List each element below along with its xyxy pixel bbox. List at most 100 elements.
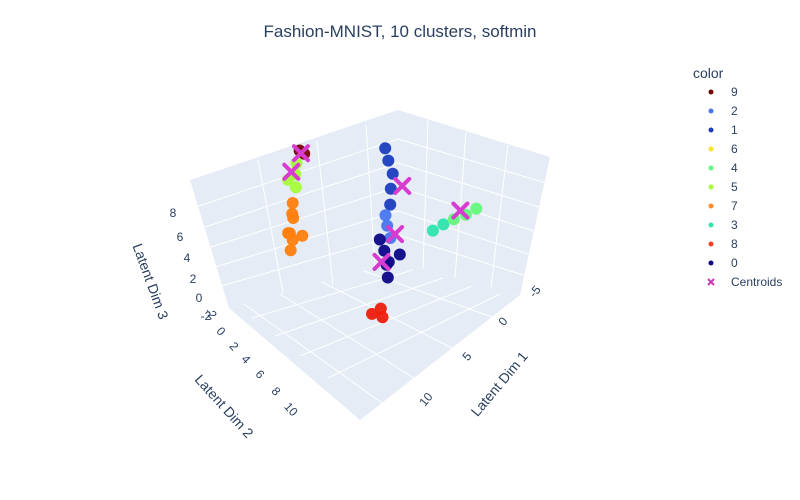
legend-item[interactable]: 5 bbox=[708, 180, 739, 194]
y-tick-label: 2 bbox=[227, 339, 242, 354]
data-point bbox=[470, 202, 483, 215]
legend-symbol bbox=[708, 146, 714, 152]
legend-symbol bbox=[708, 241, 714, 247]
z-tick-label: 6 bbox=[177, 230, 184, 244]
grid-line bbox=[397, 138, 547, 184]
grid-line bbox=[274, 277, 444, 337]
data-point bbox=[379, 209, 392, 222]
y-tick-label: 8 bbox=[269, 384, 284, 399]
centroid-marker bbox=[393, 176, 412, 195]
scene-3d[interactable] bbox=[190, 110, 550, 420]
legend-label: 4 bbox=[731, 161, 738, 175]
y-tick-label: 6 bbox=[253, 367, 268, 382]
grid-line bbox=[198, 162, 399, 230]
z-tick-label: 0 bbox=[196, 291, 203, 305]
data-point bbox=[286, 197, 299, 209]
data-point bbox=[296, 229, 309, 242]
data-point bbox=[286, 207, 299, 220]
grid-line bbox=[490, 144, 509, 288]
grid-line bbox=[422, 119, 429, 270]
legend-label: 3 bbox=[731, 218, 738, 232]
legend-symbol bbox=[708, 108, 714, 114]
legend-label: 6 bbox=[731, 142, 738, 156]
back-right-wall bbox=[398, 110, 550, 295]
legend-symbol bbox=[708, 203, 714, 209]
grid-line bbox=[397, 210, 532, 256]
x-tick-label: 10 bbox=[416, 390, 436, 409]
legend-label: Centroids bbox=[731, 275, 782, 289]
grid-lines bbox=[192, 119, 547, 404]
centroid-marker bbox=[372, 252, 391, 271]
z-tick-label: 4 bbox=[184, 251, 191, 265]
grid-line bbox=[279, 293, 415, 379]
legend-label: 1 bbox=[731, 123, 738, 137]
y-tick-label: 4 bbox=[239, 352, 254, 367]
data-point bbox=[376, 311, 389, 324]
legend-label: 0 bbox=[731, 256, 738, 270]
grid-line bbox=[257, 159, 284, 294]
legend-item[interactable]: 3 bbox=[708, 218, 739, 232]
legend-item[interactable]: 6 bbox=[708, 142, 739, 156]
z-tick-label: 2 bbox=[190, 272, 197, 286]
x-tick-label: 5 bbox=[459, 349, 474, 363]
y-tick-label: 10 bbox=[281, 400, 301, 420]
data-point bbox=[437, 218, 450, 231]
centroid-marker bbox=[282, 162, 301, 181]
data-point bbox=[426, 224, 439, 237]
legend-item[interactable]: 8 bbox=[708, 237, 739, 251]
data-point bbox=[366, 307, 378, 320]
data-point bbox=[393, 248, 406, 261]
x-tick-label: 0 bbox=[495, 314, 510, 328]
data-point bbox=[386, 167, 399, 180]
data-point bbox=[379, 142, 392, 155]
data-point bbox=[381, 271, 394, 284]
centroid-markers bbox=[282, 144, 470, 271]
legend-symbol bbox=[708, 165, 714, 171]
legend-item[interactable]: 0 bbox=[708, 256, 739, 270]
legend-symbol bbox=[708, 222, 714, 228]
z-tick-label: -2 bbox=[201, 309, 212, 323]
z-axis-title: Latent Dim 3 bbox=[130, 241, 172, 321]
legend-label: 7 bbox=[731, 199, 738, 213]
legend-label: 8 bbox=[731, 237, 738, 251]
legend: color 9 2 1 6 4 5 7 3 8 0 Centroids bbox=[693, 65, 782, 289]
grid-line bbox=[243, 303, 383, 404]
legend-item[interactable]: 9 bbox=[708, 85, 739, 99]
z-axis: 8 6 4 2 0 -2 Latent Dim 3 bbox=[130, 206, 212, 323]
grid-line bbox=[327, 293, 501, 379]
x-tick-label: -5 bbox=[526, 283, 544, 300]
legend-label: 2 bbox=[731, 104, 738, 118]
legend-item[interactable]: Centroids bbox=[707, 275, 782, 289]
grid-line bbox=[217, 234, 399, 288]
chart-title: Fashion-MNIST, 10 clusters, softmin bbox=[263, 22, 536, 41]
z-tick-label: 8 bbox=[170, 206, 177, 220]
y-axis-title: Latent Dim 2 bbox=[192, 371, 257, 441]
grid-line bbox=[365, 124, 376, 271]
centroid-marker bbox=[386, 225, 405, 244]
data-point bbox=[373, 233, 386, 246]
grid-line bbox=[454, 131, 467, 279]
legend-symbol bbox=[708, 184, 714, 190]
grid-line bbox=[316, 140, 334, 286]
grid-line bbox=[204, 186, 399, 250]
legend-item[interactable]: 4 bbox=[708, 161, 739, 175]
legend-label: 5 bbox=[731, 180, 738, 194]
legend-symbol bbox=[707, 278, 715, 286]
data-point bbox=[284, 244, 297, 257]
legend-item[interactable]: 1 bbox=[708, 123, 739, 137]
legend-symbol bbox=[708, 89, 714, 95]
legend-item[interactable]: 2 bbox=[708, 104, 739, 118]
legend-label: 9 bbox=[731, 85, 738, 99]
legend-symbol bbox=[708, 260, 714, 266]
data-point bbox=[289, 181, 302, 194]
legend-title: color bbox=[693, 65, 724, 81]
grid-line bbox=[397, 162, 543, 209]
legend-items: 9 2 1 6 4 5 7 3 8 0 Centroids bbox=[707, 85, 782, 289]
centroid-marker bbox=[451, 201, 470, 220]
data-point bbox=[382, 154, 395, 167]
legend-symbol bbox=[708, 127, 714, 133]
legend-item[interactable]: 7 bbox=[708, 199, 739, 213]
floor-plane bbox=[229, 262, 520, 420]
